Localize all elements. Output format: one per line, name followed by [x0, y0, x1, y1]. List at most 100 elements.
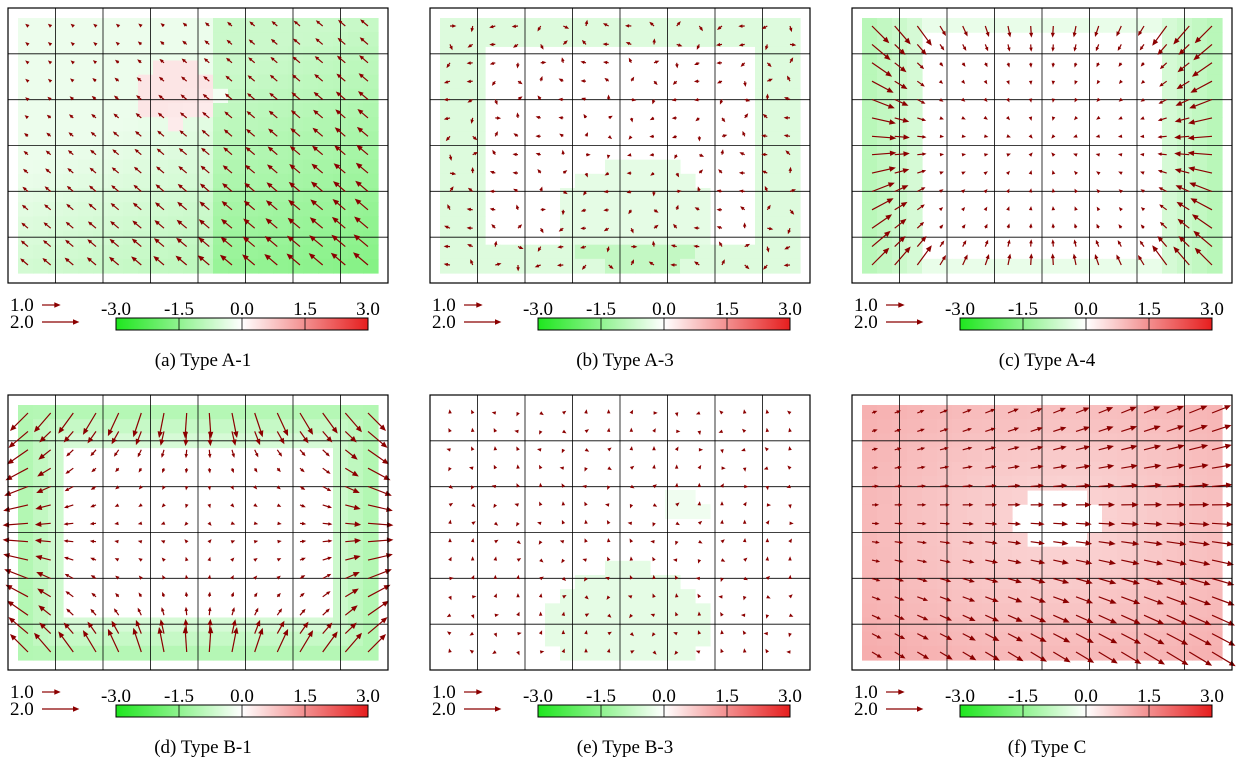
- vector-arrow: [1006, 153, 1011, 156]
- contour-cell: [168, 117, 184, 132]
- contour-cell: [455, 188, 471, 203]
- contour-cell: [650, 245, 666, 260]
- contour-cell: [485, 245, 501, 260]
- contour-cell: [907, 476, 923, 491]
- contour-cell: [440, 174, 456, 189]
- contour-cell: [123, 18, 139, 33]
- vector-arrow: [649, 153, 654, 157]
- contour-cell: [123, 646, 139, 661]
- contour-cell: [123, 32, 139, 47]
- contour-cell: [500, 18, 516, 33]
- contour-cell: [33, 160, 49, 175]
- contour-cell: [1057, 547, 1073, 562]
- vector-arrow: [1006, 206, 1009, 211]
- vector-arrow: [535, 135, 540, 139]
- contour-cell: [635, 589, 651, 604]
- contour-cell: [1207, 216, 1223, 231]
- contour-cell: [967, 476, 983, 491]
- vector-arrow: [1141, 207, 1145, 211]
- contour-cell: [635, 561, 651, 576]
- contour-cell: [198, 160, 214, 175]
- contour-cell: [560, 589, 576, 604]
- vector-arrow: [161, 521, 166, 524]
- vector-arrow: [1006, 134, 1011, 137]
- contour-cell: [258, 61, 274, 76]
- vector-arrow: [940, 135, 944, 138]
- vector-arrow: [447, 631, 451, 635]
- contour-cell: [982, 533, 998, 548]
- vector-arrow: [277, 485, 281, 489]
- vector-arrow: [561, 559, 565, 563]
- vector-arrow: [607, 448, 611, 452]
- contour-cell: [153, 405, 169, 420]
- vector-arrow: [539, 540, 543, 545]
- contour-cell: [635, 245, 651, 260]
- vector-arrow: [231, 540, 236, 543]
- contour-cell: [318, 259, 334, 274]
- contour-cell: [363, 518, 379, 533]
- vector-arrow: [254, 468, 258, 472]
- vector-arrow: [1118, 44, 1122, 51]
- vector-arrow: [654, 411, 658, 415]
- contour-cell: [1102, 575, 1118, 590]
- contour-cell: [937, 533, 953, 548]
- vector-arrow: [115, 576, 119, 580]
- vector-arrow: [1097, 224, 1100, 229]
- contour-cell: [922, 419, 938, 434]
- vector-arrow: [323, 505, 332, 508]
- contour-cell: [318, 632, 334, 647]
- vector-arrow: [471, 556, 475, 560]
- vector-arrow: [516, 522, 520, 527]
- contour-cell: [590, 202, 606, 217]
- contour-cell: [183, 103, 199, 118]
- contour-cell: [363, 32, 379, 47]
- vector-arrow: [1096, 134, 1100, 137]
- vector-arrow: [1096, 240, 1099, 247]
- vector-arrow: [1119, 63, 1123, 67]
- contour-cell: [1042, 259, 1058, 274]
- vector-arrow: [1096, 153, 1100, 156]
- vector-arrow: [115, 468, 119, 472]
- vector-arrow: [698, 521, 702, 525]
- contour-cell: [1072, 259, 1088, 274]
- contour-cell: [18, 490, 34, 505]
- vector-arrow: [513, 171, 519, 175]
- contour-cell: [1207, 131, 1223, 146]
- contour-cell: [680, 18, 696, 33]
- vector-arrow: [537, 169, 541, 173]
- contour-cell: [183, 405, 199, 420]
- contour-cell: [18, 75, 34, 90]
- contour-cell: [153, 646, 169, 661]
- contour-cell: [318, 61, 334, 76]
- contour-cell: [907, 131, 923, 146]
- contour-cell: [635, 646, 651, 661]
- contour-cell: [695, 188, 711, 203]
- contour-cell: [907, 448, 923, 463]
- vector-arrow: [539, 612, 543, 616]
- vector-arrow: [742, 131, 745, 136]
- contour-cell: [560, 646, 576, 661]
- vector-arrow: [1029, 134, 1033, 138]
- contour-cell: [288, 160, 304, 175]
- contour-cell: [907, 561, 923, 576]
- contour-cell: [363, 259, 379, 274]
- contour-cell: [63, 632, 79, 647]
- vector-arrow: [559, 134, 563, 138]
- contour-cell: [907, 245, 923, 260]
- contour-cell: [318, 419, 334, 434]
- contour-cell: [108, 174, 124, 189]
- contour-cell: [862, 618, 878, 633]
- vector-arrow: [767, 503, 771, 507]
- contour-cell: [1162, 518, 1178, 533]
- contour-cell: [997, 504, 1013, 519]
- vector-arrow: [1074, 44, 1077, 51]
- contour-cell: [1207, 174, 1223, 189]
- vector-arrow: [653, 484, 657, 488]
- contour-cell: [1117, 504, 1133, 519]
- contour-cell: [937, 18, 953, 33]
- contour-cell: [228, 646, 244, 661]
- arrow-scale-arrow: [464, 706, 501, 711]
- colorbar-tick-label: -1.5: [164, 299, 194, 320]
- vector-arrow: [985, 240, 988, 247]
